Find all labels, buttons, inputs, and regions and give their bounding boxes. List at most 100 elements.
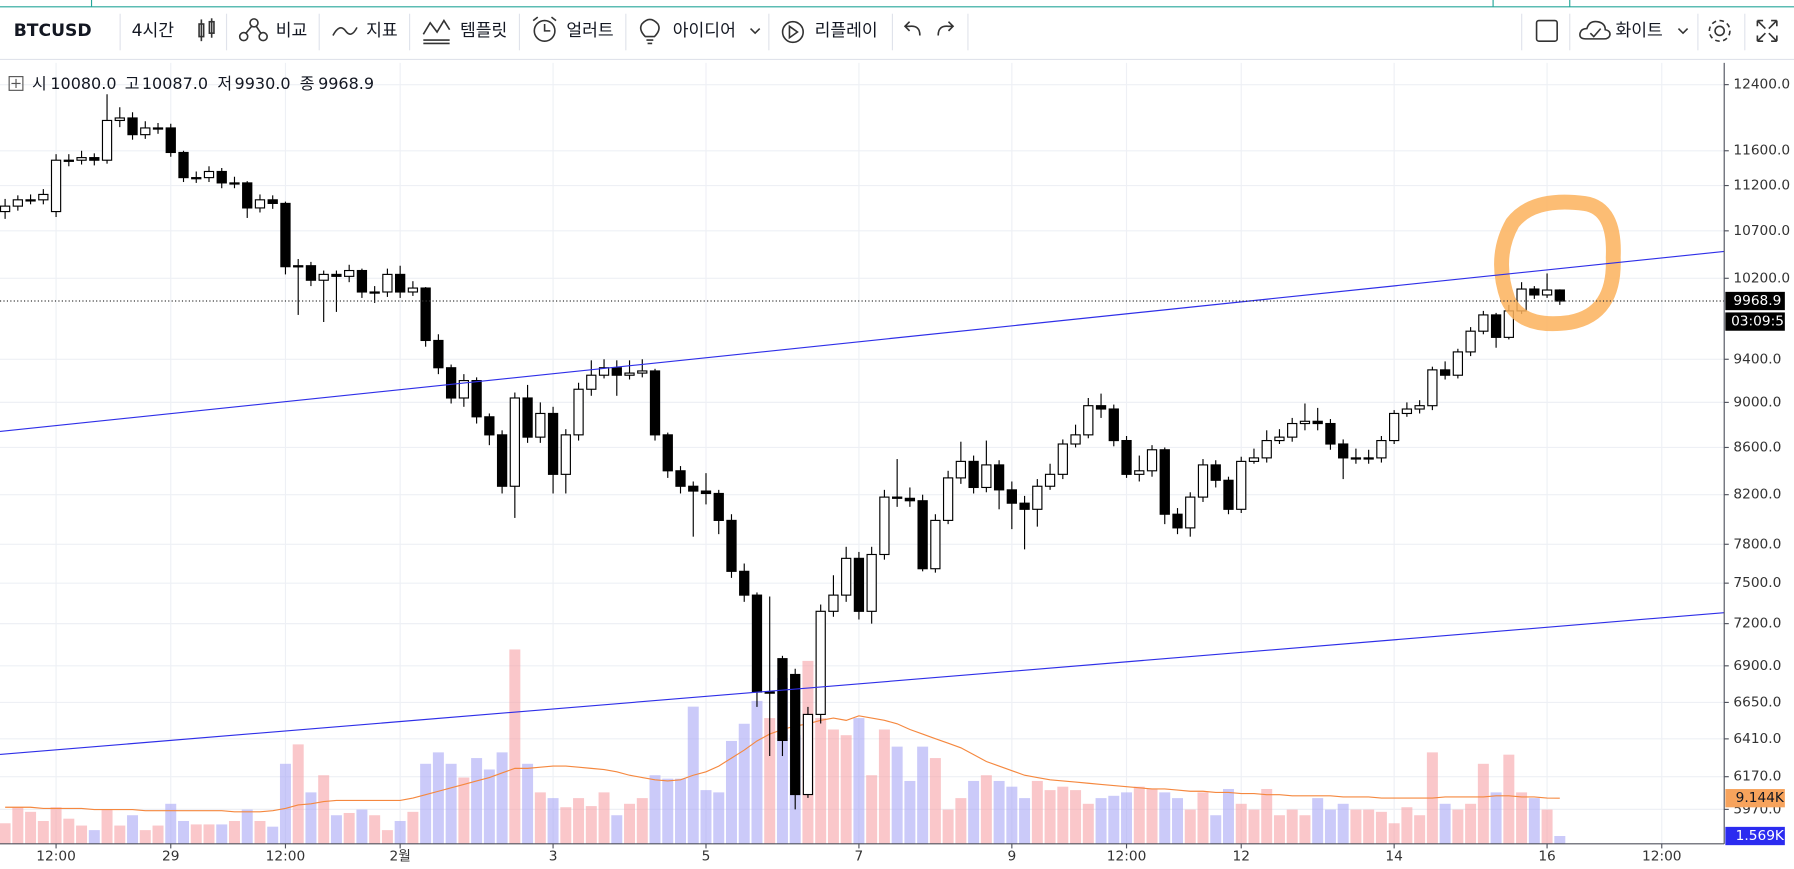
- candle-body: [1414, 405, 1425, 410]
- ideas-chevron[interactable]: [749, 28, 761, 35]
- replay-icon[interactable]: [781, 20, 804, 44]
- y-tick-label: 11200.0: [1733, 178, 1790, 194]
- y-tick-label: 6900.0: [1733, 658, 1781, 674]
- candle-body: [293, 265, 304, 268]
- candle-body: [828, 594, 839, 612]
- symbol[interactable]: BTCUSD: [14, 21, 92, 41]
- candle-body: [1350, 457, 1362, 460]
- candle-body: [63, 159, 74, 162]
- replay[interactable]: 리플레이: [815, 21, 878, 41]
- candle-body: [1172, 513, 1183, 529]
- candle-body: [1108, 408, 1119, 442]
- legend-open: 10080.0: [50, 74, 116, 93]
- candle-body: [522, 397, 533, 438]
- volume-bar: [496, 752, 508, 844]
- volume-bar: [573, 798, 585, 844]
- candle-body: [1057, 443, 1068, 475]
- candle-body: [165, 127, 176, 154]
- volume-bar: [649, 775, 661, 844]
- templates[interactable]: 템플릿: [460, 21, 507, 41]
- volume-bar: [1286, 809, 1298, 844]
- volume-bar: [254, 820, 266, 844]
- y-tick-label: 10700.0: [1733, 223, 1790, 239]
- x-tick-label: 7: [855, 848, 864, 864]
- last-price-label: 9968.9: [1733, 293, 1781, 309]
- alert-icon[interactable]: [532, 16, 557, 42]
- volume-bar: [1108, 795, 1120, 844]
- volume-bar: [1184, 809, 1196, 844]
- candle-body: [1223, 479, 1234, 510]
- candle-body: [535, 412, 546, 438]
- candle-body: [178, 151, 189, 179]
- candle-body: [1261, 439, 1272, 459]
- candle-body: [866, 553, 877, 612]
- volume-bar: [407, 811, 419, 844]
- volume-bar: [1261, 788, 1273, 844]
- x-tick-label: 12:00: [1107, 848, 1147, 864]
- volume-bar: [292, 744, 304, 844]
- indicator-icon[interactable]: [332, 26, 358, 36]
- theme[interactable]: 화이트: [1616, 21, 1663, 41]
- y-tick-label: 6650.0: [1733, 694, 1781, 710]
- candle-body: [879, 496, 890, 556]
- y-tick-label: 9400.0: [1733, 351, 1781, 367]
- fullscreen-icon[interactable]: [1756, 19, 1778, 42]
- volume-bar: [1528, 798, 1540, 844]
- candle-body: [1554, 289, 1565, 302]
- volume-bar: [675, 778, 686, 844]
- volume-bar: [50, 807, 62, 844]
- legend-close-label: 종: [300, 74, 315, 93]
- indicators[interactable]: 지표: [366, 21, 398, 41]
- candle-body: [509, 397, 520, 487]
- ideas[interactable]: 아이디어: [673, 21, 736, 41]
- volume-bar: [1503, 754, 1515, 844]
- volume-bar: [1477, 763, 1489, 844]
- redo-icon[interactable]: [937, 21, 955, 36]
- volume-bar: [1222, 788, 1234, 844]
- candle-body: [1325, 422, 1336, 445]
- x-tick-label: 9: [1007, 848, 1016, 864]
- alert[interactable]: 얼러트: [566, 21, 613, 41]
- candle-body: [1439, 369, 1451, 376]
- compare-icon[interactable]: [238, 18, 268, 42]
- candle-body: [445, 367, 457, 399]
- volume-bar: [1159, 792, 1171, 844]
- interval[interactable]: 4시간: [132, 21, 175, 41]
- candle-body: [369, 291, 380, 294]
- volume-bar: [1006, 786, 1018, 844]
- undo-icon[interactable]: [903, 21, 921, 36]
- volume-bar: [598, 792, 610, 844]
- volume-bar: [1388, 823, 1400, 844]
- candle-body: [1248, 457, 1260, 462]
- legend-high: 10087.0: [142, 74, 208, 93]
- candle-body: [433, 339, 444, 369]
- compare[interactable]: 비교: [276, 21, 308, 41]
- volume-bar: [343, 812, 355, 844]
- volume-bar: [1375, 811, 1387, 844]
- legend-toggle[interactable]: [8, 76, 24, 91]
- volume-bar: [1541, 809, 1553, 844]
- theme-chevron[interactable]: [1677, 28, 1689, 35]
- ideas-icon[interactable]: [639, 18, 660, 45]
- settings-icon[interactable]: [1708, 19, 1731, 42]
- candle-body: [1529, 288, 1540, 296]
- volume-bar: [853, 718, 865, 844]
- legend-low-label: 저: [217, 74, 232, 93]
- candle-body: [942, 477, 954, 521]
- x-tick-label: 16: [1538, 848, 1555, 864]
- template-icon[interactable]: [422, 19, 451, 45]
- candle-body: [841, 557, 852, 596]
- layout-icon[interactable]: [1535, 19, 1558, 42]
- legend-high-label: 고: [125, 74, 140, 93]
- candle-body: [917, 500, 928, 570]
- candle-body: [662, 434, 673, 472]
- volume-bar: [1019, 798, 1031, 844]
- volume-bar: [394, 820, 406, 844]
- volume-bar: [1235, 803, 1247, 844]
- volume-bar: [101, 809, 113, 844]
- volume-badge-label: 1.569K: [1736, 828, 1785, 844]
- cloud-icon[interactable]: [1579, 20, 1611, 40]
- volume-bar: [190, 824, 202, 844]
- candle-body: [471, 380, 482, 418]
- chart-style-icon[interactable]: [198, 18, 215, 42]
